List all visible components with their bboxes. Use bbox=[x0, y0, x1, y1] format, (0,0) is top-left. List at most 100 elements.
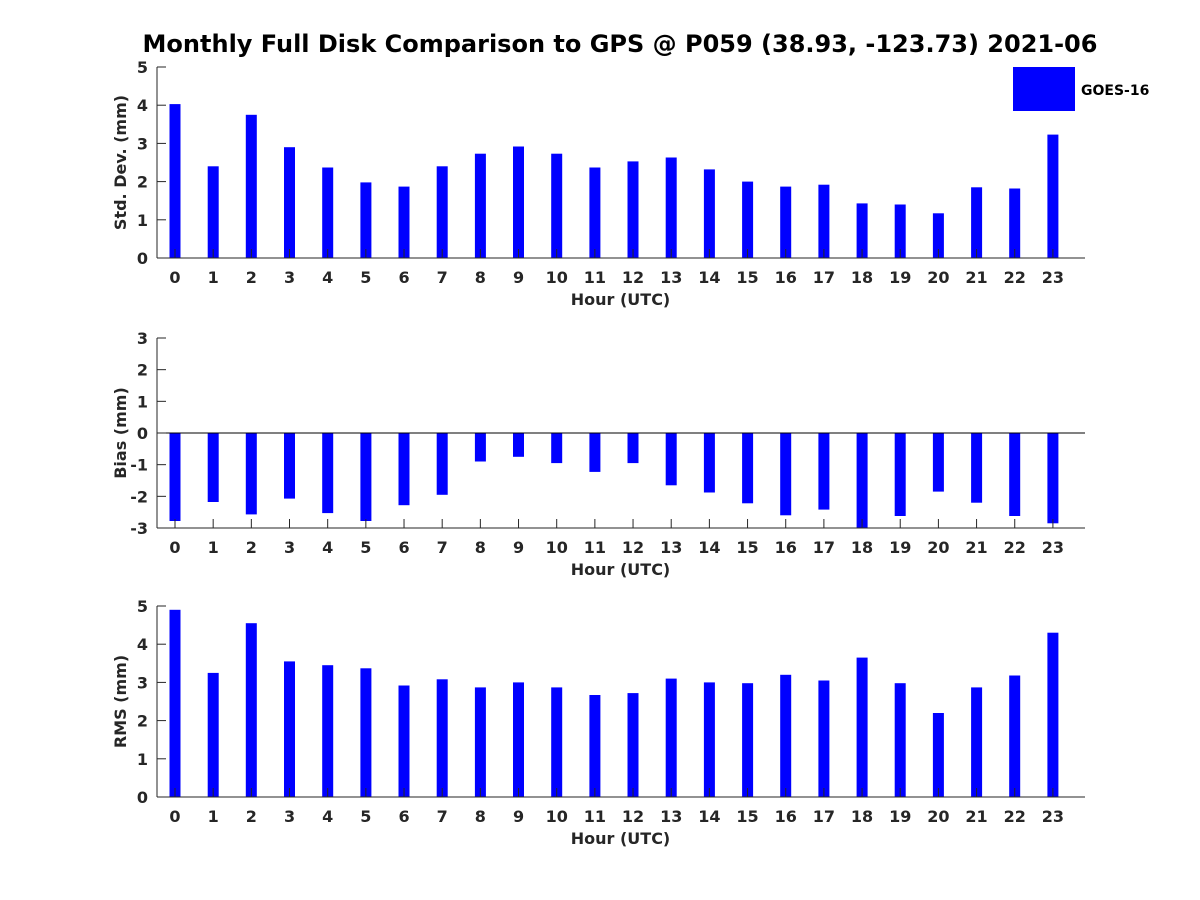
bar bbox=[551, 687, 563, 797]
bar bbox=[1009, 675, 1021, 797]
bar bbox=[742, 181, 754, 258]
bar bbox=[284, 661, 295, 797]
x-tick-label: 18 bbox=[851, 538, 873, 557]
x-tick-label: 10 bbox=[546, 807, 568, 826]
x-tick-label: 13 bbox=[660, 538, 682, 557]
bar bbox=[856, 657, 868, 797]
x-tick-label: 23 bbox=[1042, 807, 1064, 826]
bar bbox=[245, 623, 257, 797]
bar bbox=[513, 433, 524, 457]
x-tick-label: 4 bbox=[322, 538, 333, 557]
x-axis-label: Hour (UTC) bbox=[571, 829, 671, 848]
x-tick-label: 20 bbox=[927, 268, 949, 287]
y-tick-label: 3 bbox=[137, 134, 148, 153]
y-axis-label: Bias (mm) bbox=[111, 387, 130, 479]
y-tick-label: 4 bbox=[137, 635, 148, 654]
x-tick-label: 20 bbox=[927, 807, 949, 826]
bar bbox=[360, 433, 372, 521]
bar bbox=[245, 433, 257, 515]
y-axis-label: RMS (mm) bbox=[111, 655, 130, 748]
bar bbox=[207, 672, 219, 797]
x-tick-label: 15 bbox=[736, 268, 758, 287]
chart-title: Monthly Full Disk Comparison to GPS @ P0… bbox=[142, 30, 1098, 58]
y-tick-label: 1 bbox=[137, 750, 148, 769]
y-tick-label: -2 bbox=[130, 487, 148, 506]
bar bbox=[474, 153, 486, 258]
bar bbox=[1047, 433, 1059, 524]
y-tick-label: 5 bbox=[137, 58, 148, 77]
x-tick-label: 15 bbox=[736, 538, 758, 557]
bar bbox=[780, 433, 792, 516]
x-tick-label: 22 bbox=[1004, 538, 1026, 557]
y-tick-label: 4 bbox=[137, 96, 148, 115]
y-tick-label: 2 bbox=[137, 712, 148, 731]
x-tick-label: 23 bbox=[1042, 538, 1064, 557]
x-tick-label: 3 bbox=[284, 538, 295, 557]
bar bbox=[780, 186, 792, 258]
bar bbox=[169, 104, 181, 258]
bar bbox=[169, 609, 181, 797]
bar bbox=[742, 433, 754, 504]
bar bbox=[703, 682, 715, 797]
legend-swatch bbox=[1013, 67, 1075, 111]
x-tick-label: 22 bbox=[1004, 268, 1026, 287]
x-tick-label: 7 bbox=[437, 268, 448, 287]
x-tick-label: 13 bbox=[660, 268, 682, 287]
bar bbox=[1047, 134, 1059, 258]
y-tick-label: 0 bbox=[137, 788, 148, 807]
x-tick-label: 23 bbox=[1042, 268, 1064, 287]
bar bbox=[932, 713, 944, 797]
x-tick-label: 19 bbox=[889, 807, 911, 826]
x-tick-label: 12 bbox=[622, 807, 644, 826]
bar bbox=[551, 433, 563, 464]
legend: GOES-16 bbox=[1013, 67, 1149, 111]
x-axis-label: Hour (UTC) bbox=[571, 560, 671, 579]
bar bbox=[436, 166, 448, 258]
y-tick-label: 2 bbox=[137, 173, 148, 192]
x-tick-label: 5 bbox=[360, 807, 371, 826]
bar bbox=[398, 186, 410, 258]
x-tick-label: 14 bbox=[698, 268, 720, 287]
bar bbox=[284, 433, 295, 499]
x-tick-label: 4 bbox=[322, 807, 333, 826]
bar bbox=[589, 695, 601, 797]
bar bbox=[589, 433, 601, 472]
bar bbox=[436, 679, 448, 797]
x-tick-label: 0 bbox=[169, 807, 180, 826]
bar bbox=[322, 665, 334, 797]
bar bbox=[1047, 632, 1059, 797]
bar bbox=[436, 433, 448, 495]
x-tick-label: 17 bbox=[813, 807, 835, 826]
bar bbox=[780, 674, 792, 797]
y-tick-label: 2 bbox=[137, 361, 148, 380]
x-tick-label: 21 bbox=[965, 538, 987, 557]
x-tick-label: 19 bbox=[889, 268, 911, 287]
bar bbox=[284, 147, 295, 258]
x-tick-label: 11 bbox=[584, 268, 606, 287]
y-tick-label: -3 bbox=[130, 519, 148, 538]
bar bbox=[1009, 188, 1021, 258]
x-tick-label: 9 bbox=[513, 538, 524, 557]
x-tick-label: 6 bbox=[398, 807, 409, 826]
bar bbox=[513, 682, 524, 797]
bar bbox=[894, 204, 906, 258]
x-tick-label: 12 bbox=[622, 268, 644, 287]
x-tick-label: 12 bbox=[622, 538, 644, 557]
x-tick-label: 10 bbox=[546, 538, 568, 557]
bar bbox=[818, 184, 830, 258]
x-tick-label: 8 bbox=[475, 807, 486, 826]
x-tick-label: 13 bbox=[660, 807, 682, 826]
y-tick-label: 3 bbox=[137, 673, 148, 692]
y-axis-label: Std. Dev. (mm) bbox=[111, 95, 130, 230]
bar bbox=[894, 433, 906, 516]
bar bbox=[627, 693, 639, 797]
bar bbox=[513, 146, 524, 258]
y-tick-label: 1 bbox=[137, 392, 148, 411]
x-tick-label: 11 bbox=[584, 538, 606, 557]
y-tick-label: 1 bbox=[137, 211, 148, 230]
legend-label: GOES-16 bbox=[1081, 83, 1149, 99]
x-tick-label: 14 bbox=[698, 807, 720, 826]
bar bbox=[742, 683, 754, 797]
x-axis-label: Hour (UTC) bbox=[571, 290, 671, 309]
